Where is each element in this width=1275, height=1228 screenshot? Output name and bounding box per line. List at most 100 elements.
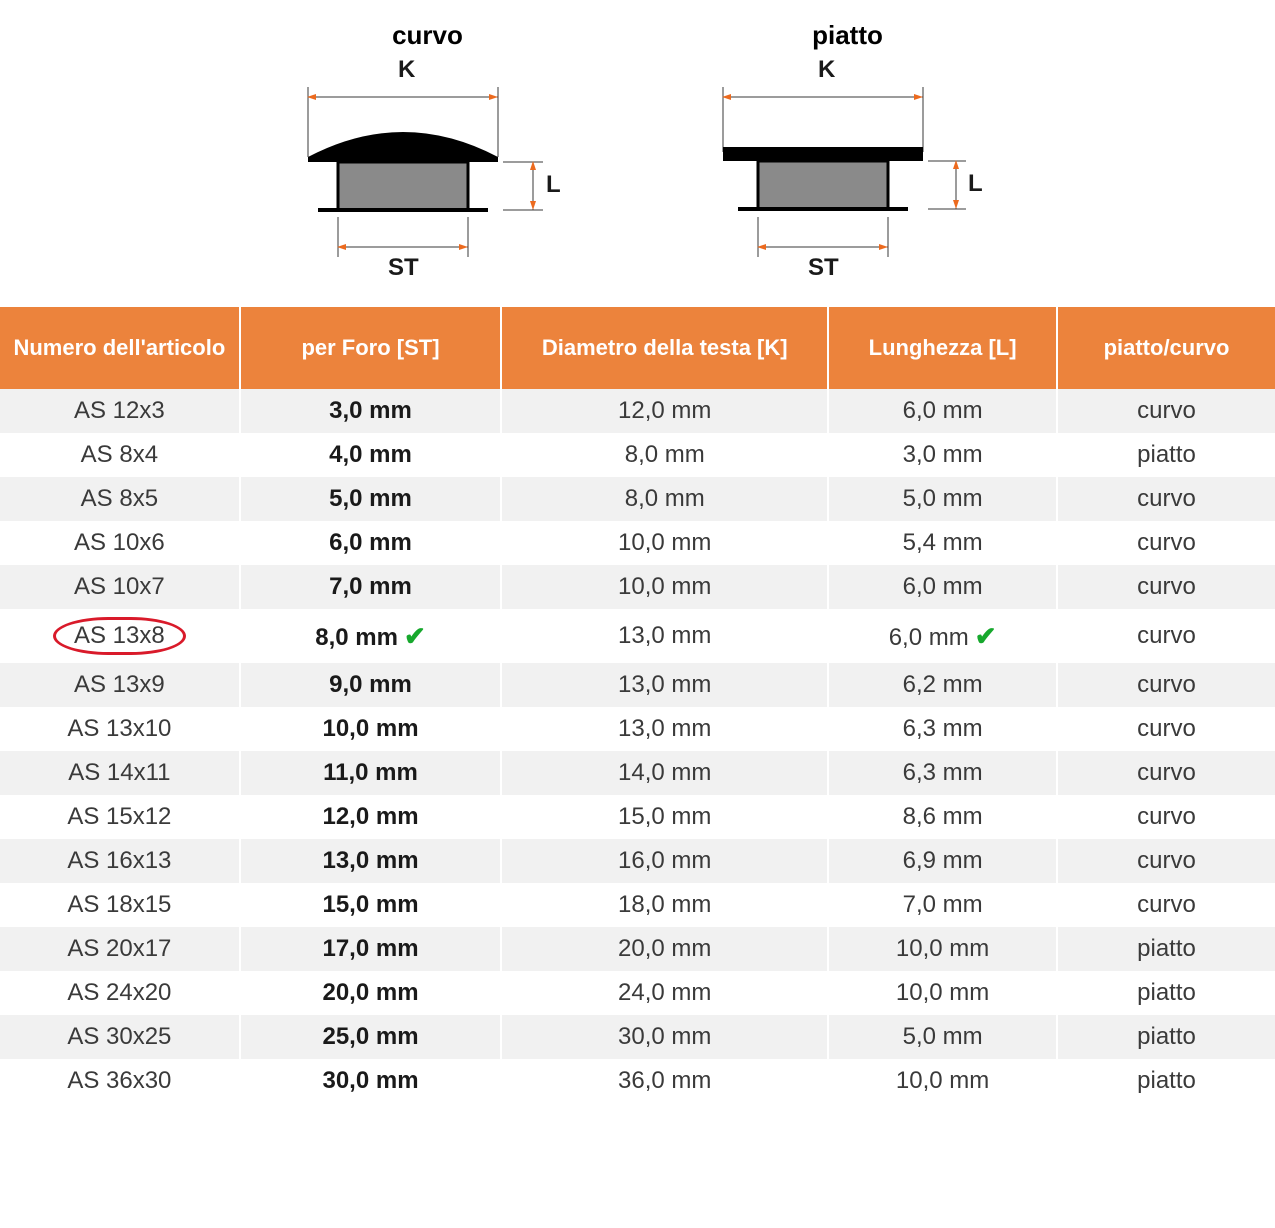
cell-type: curvo [1057,663,1275,707]
curvo-l-label: L [546,171,561,198]
table-row: AS 30x2525,0 mm30,0 mm5,0 mmpiatto [0,1015,1275,1059]
cell-st: 6,0 mm [240,521,502,565]
cell-l: 6,0 mm✔ [828,609,1057,663]
diagram-piatto-title: piatto [812,20,883,51]
cell-l: 6,3 mm [828,707,1057,751]
cell-type: curvo [1057,707,1275,751]
cell-k: 30,0 mm [501,1015,828,1059]
cell-st: 25,0 mm [240,1015,502,1059]
table-row: AS 12x33,0 mm12,0 mm6,0 mmcurvo [0,389,1275,433]
highlight-circle: AS 13x8 [53,617,186,655]
cell-k: 13,0 mm [501,609,828,663]
cell-type: curvo [1057,477,1275,521]
table-row: AS 24x2020,0 mm24,0 mm10,0 mmpiatto [0,971,1275,1015]
cell-st: 11,0 mm [240,751,502,795]
cell-k: 20,0 mm [501,927,828,971]
cell-article: AS 14x11 [0,751,240,795]
diagram-curvo-title: curvo [392,20,463,51]
table-body: AS 12x33,0 mm12,0 mm6,0 mmcurvoAS 8x44,0… [0,389,1275,1103]
check-icon: ✔ [975,621,997,652]
table-row: AS 18x1515,0 mm18,0 mm7,0 mmcurvo [0,883,1275,927]
cell-k: 10,0 mm [501,565,828,609]
table-row: AS 8x44,0 mm8,0 mm3,0 mmpiatto [0,433,1275,477]
diagram-curvo: curvo K L [288,20,568,297]
cell-l: 10,0 mm [828,927,1057,971]
cell-type: curvo [1057,883,1275,927]
header-article: Numero dell'articolo [0,307,240,389]
cell-article: AS 16x13 [0,839,240,883]
cell-article: AS 20x17 [0,927,240,971]
product-table: Numero dell'articolo per Foro [ST] Diame… [0,307,1275,1103]
piatto-k-label: K [818,57,836,83]
table-header: Numero dell'articolo per Foro [ST] Diame… [0,307,1275,389]
cell-st: 7,0 mm [240,565,502,609]
cell-type: curvo [1057,609,1275,663]
cell-k: 18,0 mm [501,883,828,927]
cell-type: curvo [1057,565,1275,609]
cell-st: 10,0 mm [240,707,502,751]
cell-l: 3,0 mm [828,433,1057,477]
header-k: Diametro della testa [K] [501,307,828,389]
table-row: AS 13x99,0 mm13,0 mm6,2 mmcurvo [0,663,1275,707]
cell-article: AS 10x7 [0,565,240,609]
piatto-st-label: ST [808,254,839,281]
cell-type: piatto [1057,927,1275,971]
cell-k: 10,0 mm [501,521,828,565]
cell-k: 24,0 mm [501,971,828,1015]
diagrams-row: curvo K L [0,0,1275,307]
cell-st: 5,0 mm [240,477,502,521]
cell-article: AS 8x4 [0,433,240,477]
cell-l: 10,0 mm [828,1059,1057,1103]
cell-article: AS 10x6 [0,521,240,565]
cell-type: curvo [1057,839,1275,883]
table-row: AS 20x1717,0 mm20,0 mm10,0 mmpiatto [0,927,1275,971]
cell-type: curvo [1057,795,1275,839]
cell-article: AS 36x30 [0,1059,240,1103]
cell-type: curvo [1057,389,1275,433]
cell-l: 5,4 mm [828,521,1057,565]
cell-st: 8,0 mm✔ [240,609,502,663]
table-row: AS 36x3030,0 mm36,0 mm10,0 mmpiatto [0,1059,1275,1103]
cell-st: 30,0 mm [240,1059,502,1103]
cell-st: 17,0 mm [240,927,502,971]
cell-l: 10,0 mm [828,971,1057,1015]
diagram-piatto-svg: K L ST [708,57,988,297]
cell-st: 9,0 mm [240,663,502,707]
table-row: AS 15x1212,0 mm15,0 mm8,6 mmcurvo [0,795,1275,839]
cell-l: 7,0 mm [828,883,1057,927]
curvo-st-label: ST [388,254,419,281]
cell-l: 6,0 mm [828,389,1057,433]
cell-st: 15,0 mm [240,883,502,927]
diagram-curvo-svg: K L ST [288,57,568,297]
cell-k: 13,0 mm [501,707,828,751]
cell-article: AS 15x12 [0,795,240,839]
curvo-k-label: K [398,57,416,83]
cell-l: 6,3 mm [828,751,1057,795]
cell-type: piatto [1057,971,1275,1015]
cell-st: 4,0 mm [240,433,502,477]
cell-st: 12,0 mm [240,795,502,839]
header-type: piatto/curvo [1057,307,1275,389]
header-st: per Foro [ST] [240,307,502,389]
cell-k: 14,0 mm [501,751,828,795]
cell-l: 6,2 mm [828,663,1057,707]
cell-l: 5,0 mm [828,477,1057,521]
cell-type: piatto [1057,433,1275,477]
cell-type: piatto [1057,1015,1275,1059]
cell-type: curvo [1057,521,1275,565]
cell-st: 20,0 mm [240,971,502,1015]
cell-k: 8,0 mm [501,477,828,521]
table-row: AS 13x8 8,0 mm✔13,0 mm6,0 mm✔curvo [0,609,1275,663]
table-row: AS 10x77,0 mm10,0 mm6,0 mmcurvo [0,565,1275,609]
cell-k: 36,0 mm [501,1059,828,1103]
cell-k: 16,0 mm [501,839,828,883]
table-row: AS 16x1313,0 mm16,0 mm6,9 mmcurvo [0,839,1275,883]
cell-article: AS 12x3 [0,389,240,433]
cell-article: AS 13x8 [0,609,240,663]
cell-l: 6,0 mm [828,565,1057,609]
cell-l: 5,0 mm [828,1015,1057,1059]
cell-st: 13,0 mm [240,839,502,883]
cell-k: 13,0 mm [501,663,828,707]
cell-k: 15,0 mm [501,795,828,839]
table-row: AS 10x66,0 mm10,0 mm5,4 mmcurvo [0,521,1275,565]
